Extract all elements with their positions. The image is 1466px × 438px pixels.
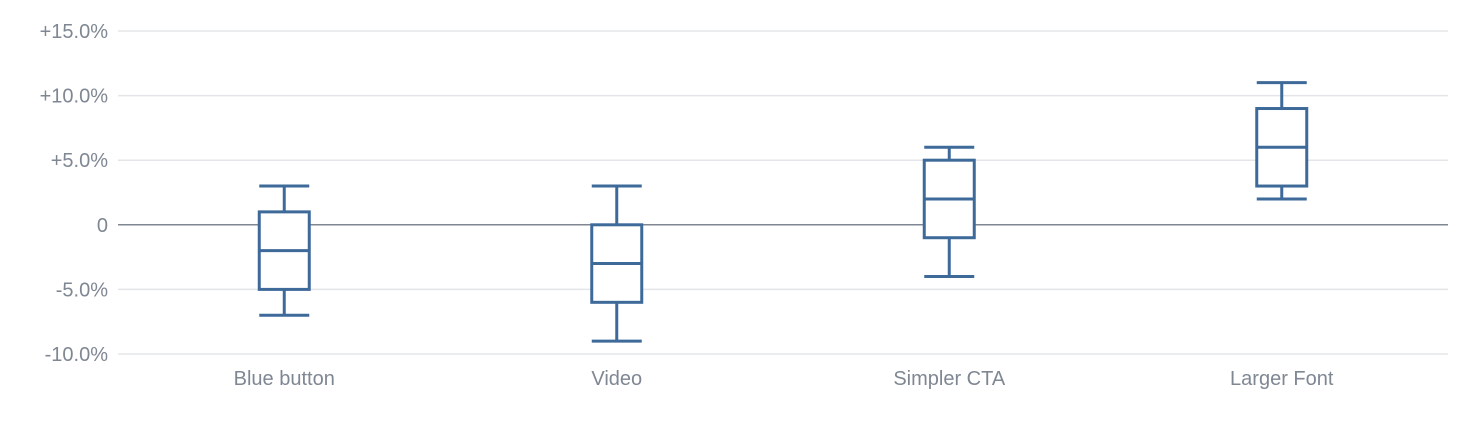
y-tick-label: +5.0% <box>51 150 108 172</box>
x-category-label: Blue button <box>234 368 335 390</box>
grid-layer <box>118 30 1448 355</box>
y-tick-label: -10.0% <box>45 344 109 366</box>
x-axis-category-labels: Blue button Video Simpler CTA Larger Font <box>234 368 1334 390</box>
y-tick-label: 0 <box>97 215 108 237</box>
box-video <box>590 184 644 343</box>
y-tick-label: -5.0% <box>56 279 108 301</box>
box-larger-font <box>1255 81 1309 201</box>
x-category-label: Video <box>591 368 642 390</box>
x-category-label: Simpler CTA <box>893 368 1006 390</box>
y-axis-tick-labels: +15.0% +10.0% +5.0% 0 -5.0% -10.0% <box>40 21 109 366</box>
box-blue-button <box>257 184 311 317</box>
y-tick-label: +10.0% <box>40 86 109 108</box>
box-simpler-cta <box>922 145 976 278</box>
box-layer <box>257 81 1309 343</box>
y-tick-label: +15.0% <box>40 21 109 43</box>
x-category-label: Larger Font <box>1230 368 1334 390</box>
